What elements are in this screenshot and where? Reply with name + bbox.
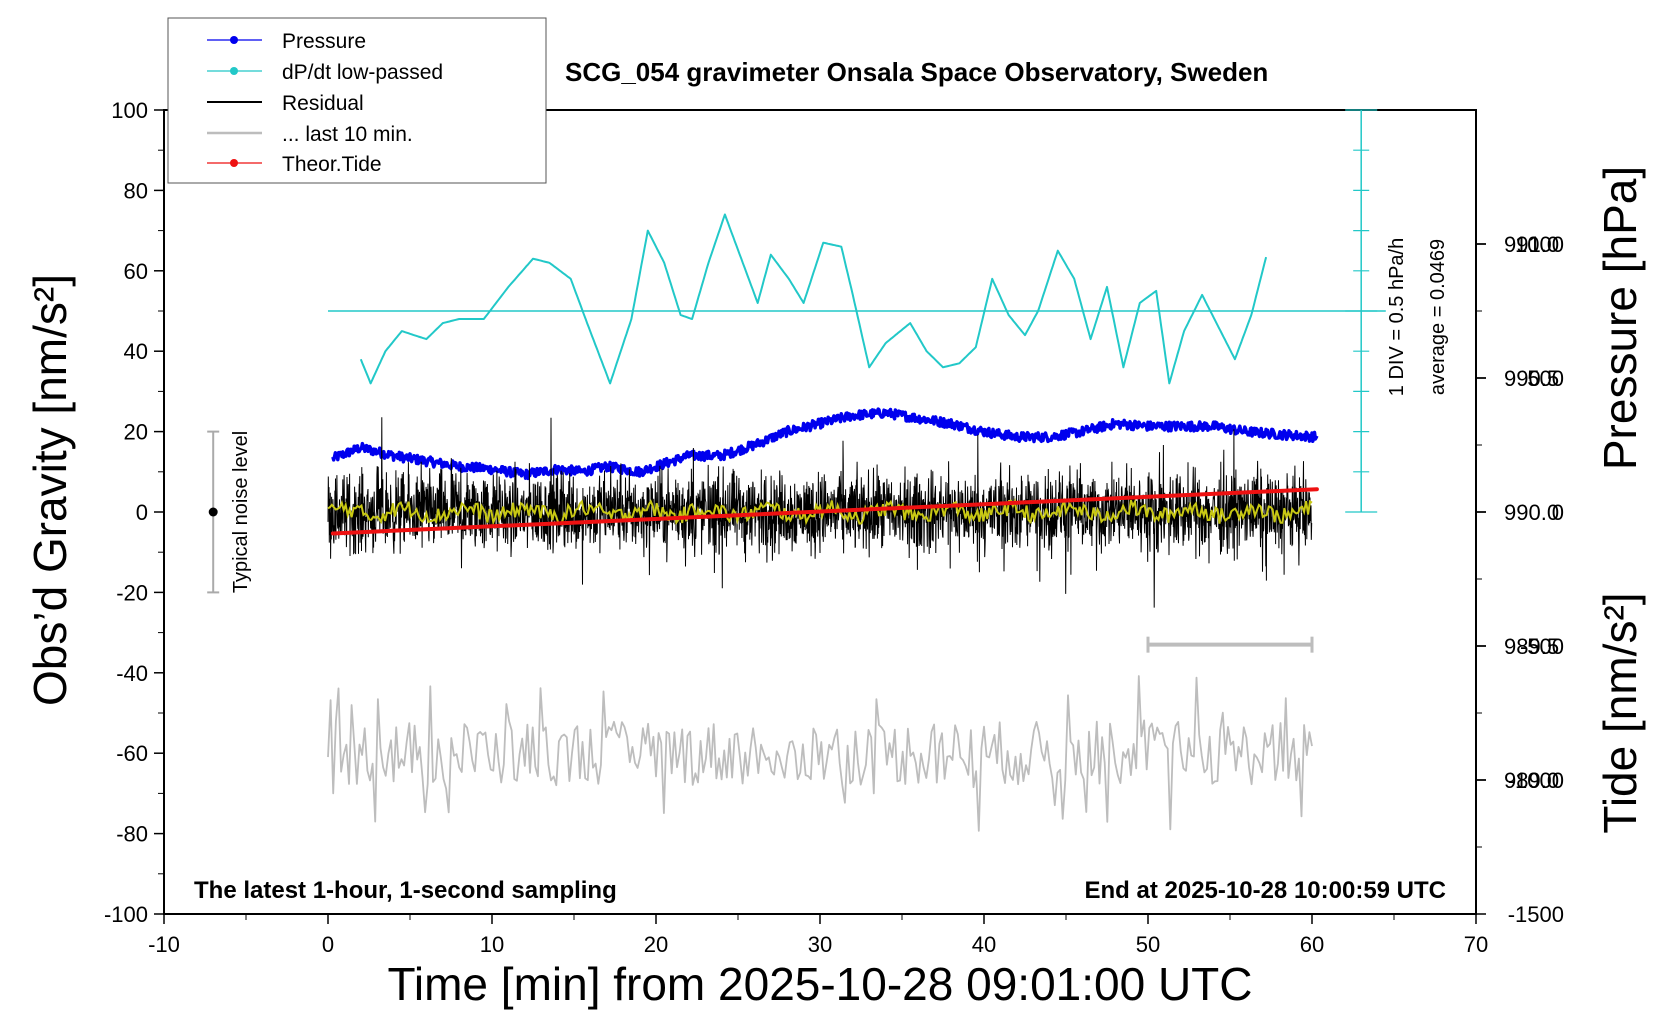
tide-tick-label: -1500	[1508, 902, 1564, 927]
legend-label-residual: Residual	[282, 92, 364, 115]
legend-label-dpdt: dP/dt low-passed	[282, 61, 443, 84]
residual-smoothed-line	[327, 497, 1313, 526]
pressure-tick-label: 989.5	[1504, 634, 1559, 659]
dpdt-line	[359, 213, 1268, 385]
y-tick-label: 100	[111, 98, 148, 123]
pressure-tick-label: 990.5	[1504, 366, 1559, 391]
residual-line	[327, 417, 1313, 608]
pressure-tick-label: 989.0	[1504, 768, 1559, 793]
x-tick-label: 40	[972, 932, 996, 957]
y-tick-label: -60	[116, 741, 148, 766]
legend: Pressure dP/dt low-passed Residual ... l…	[167, 17, 547, 184]
x-tick-label: 10	[480, 932, 504, 957]
y-tick-label: 20	[124, 420, 148, 445]
legend-box	[167, 17, 547, 184]
tide-tick-label: 500	[1527, 366, 1564, 391]
pressure-tick-label: 990.0	[1504, 500, 1559, 525]
residual-series	[327, 417, 1313, 608]
tide-tick-label: 1000	[1515, 232, 1564, 257]
y-tick-label: 80	[124, 178, 148, 203]
tide-axis-label: Tide [nm/s²]	[1594, 592, 1646, 833]
y-tick-label: 60	[124, 259, 148, 284]
legend-marker-tide	[230, 159, 238, 167]
x-tick-label: 60	[1300, 932, 1324, 957]
dpdt-average-label: average = 0.0469	[1427, 239, 1449, 395]
last10-line	[327, 675, 1313, 832]
x-tick-label: 20	[644, 932, 668, 957]
legend-label-tide: Theor.Tide	[282, 153, 382, 176]
y-tick-label: 40	[124, 339, 148, 364]
legend-label-last10: ... last 10 min.	[282, 123, 413, 146]
x-tick-label: 50	[1136, 932, 1160, 957]
tide-tick-label: -500	[1520, 634, 1564, 659]
pressure-axis-label: Pressure [hPa]	[1594, 166, 1646, 470]
y-tick-label: 0	[136, 500, 148, 525]
noise-level-center	[208, 507, 218, 517]
dpdt-scale-label: 1 DIV = 0.5 hPa/h	[1386, 238, 1408, 396]
dpdt-series	[328, 213, 1386, 385]
pressure-series	[331, 407, 1319, 481]
x-tick-label: 0	[322, 932, 334, 957]
last10-series	[327, 675, 1313, 832]
y-axis-label: Obs’d Gravity [nm/s²]	[24, 274, 76, 706]
pressure-line	[331, 407, 1319, 481]
legend-marker-pressure	[230, 36, 238, 44]
y-tick-label: -80	[116, 822, 148, 847]
legend-marker-dpdt	[230, 67, 238, 75]
y-tick-label: -100	[104, 902, 148, 927]
axis-ticks: -10 0 10 20 30 40 50 60 70-100-80-60-40-20020406…	[104, 98, 1564, 957]
tide-series	[330, 487, 1319, 536]
tide-line	[330, 487, 1319, 536]
pressure-tick-label: 991.0	[1504, 232, 1559, 257]
tide-tick-label: -1000	[1508, 768, 1564, 793]
chart-annotations	[207, 109, 1378, 653]
x-tick-label: -10	[148, 932, 180, 957]
x-tick-label: 30	[808, 932, 832, 957]
noise-level-label: Typical noise level	[230, 431, 252, 593]
y-tick-label: -20	[116, 580, 148, 605]
tide-tick-label: 0	[1552, 500, 1564, 525]
sampling-note: The latest 1-hour, 1-second sampling	[194, 877, 617, 904]
legend-label-pressure: Pressure	[282, 30, 366, 53]
end-time-note: End at 2025-10-28 10:00:59 UTC	[1085, 877, 1447, 904]
x-tick-label: 70	[1464, 932, 1488, 957]
chart-title: SCG_054 gravimeter Onsala Space Observat…	[565, 57, 1268, 87]
x-axis-label: Time [min] from 2025-10-28 09:01:00 UTC	[388, 958, 1253, 1010]
y-tick-label: -40	[116, 661, 148, 686]
